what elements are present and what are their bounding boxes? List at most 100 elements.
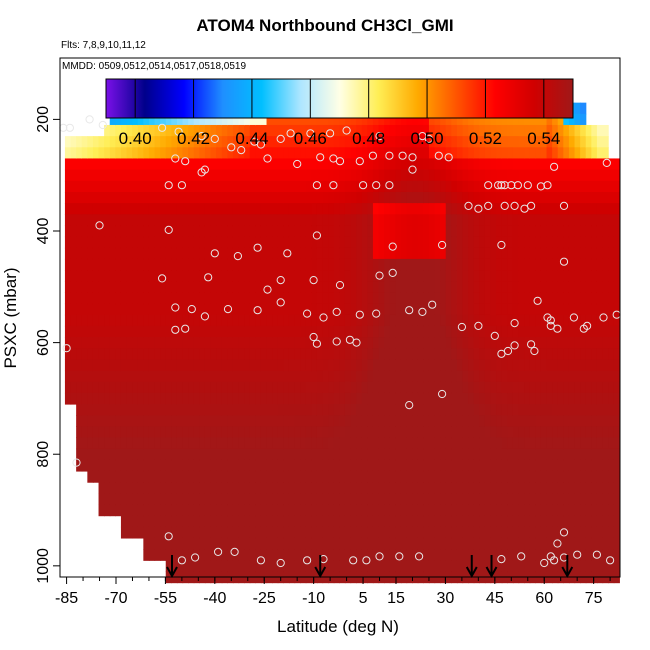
heat-cell: [412, 392, 419, 405]
heat-cell: [563, 169, 570, 182]
heat-cell: [591, 214, 598, 227]
heat-cell: [244, 247, 251, 260]
heat-cell: [238, 158, 245, 171]
heat-cell: [552, 124, 559, 137]
heat-cell: [182, 470, 189, 483]
heat-cell: [400, 158, 408, 171]
heat-cell: [193, 448, 200, 461]
observation-point: [332, 337, 341, 346]
heat-cell: [98, 203, 105, 215]
heat-cell: [98, 337, 105, 349]
heat-cell: [580, 348, 587, 360]
heat-cell: [300, 470, 307, 483]
heat-cell: [322, 325, 329, 338]
heat-cell: [557, 303, 564, 316]
heat-cell: [255, 459, 262, 472]
heat-cell: [137, 292, 144, 305]
heat-cell: [400, 392, 408, 405]
heat-cell: [148, 180, 156, 193]
heat-cell: [294, 526, 301, 539]
heat-cell: [272, 225, 279, 238]
heat-cell: [350, 370, 357, 383]
heat-cell: [608, 515, 615, 528]
heat-cell: [456, 147, 464, 160]
heat-cell: [501, 560, 508, 573]
heat-cell: [613, 247, 620, 260]
heat-cell: [518, 337, 525, 349]
heat-cell: [580, 415, 587, 427]
heat-cell: [367, 537, 374, 550]
heat-cell: [300, 203, 307, 215]
heat-cell: [76, 236, 83, 249]
heat-cell: [568, 392, 576, 405]
heat-cell: [596, 470, 604, 483]
heat-cell: [462, 247, 469, 260]
heat-cell: [126, 158, 133, 171]
heat-cell: [451, 493, 458, 506]
heat-cell: [608, 281, 615, 293]
heat-cell: [602, 247, 609, 260]
observation-point: [210, 134, 219, 143]
heat-cell: [367, 236, 374, 249]
heat-cell: [350, 437, 357, 450]
heat-cell: [154, 348, 161, 360]
heat-cell: [496, 549, 503, 561]
heat-cell: [311, 147, 318, 160]
heat-cell: [580, 482, 587, 494]
heat-cell: [109, 158, 116, 171]
heat-cell: [76, 370, 83, 383]
flight-arrow-head: [314, 566, 327, 579]
heat-cell: [255, 281, 262, 293]
heat-cell: [70, 270, 77, 282]
heat-cell: [76, 158, 83, 171]
heat-cell: [132, 180, 139, 193]
heat-cell: [339, 549, 346, 561]
heat-cell: [496, 370, 503, 383]
observation-point: [256, 140, 265, 149]
heat-cell: [316, 325, 324, 338]
heat-cell: [372, 136, 380, 148]
heat-cell: [468, 225, 475, 238]
colorbar: 0.40 0.42 0.44 0.46 0.48 0.50 0.52 0.54: [105, 78, 574, 148]
heat-cell: [277, 236, 284, 249]
heat-cell: [496, 113, 503, 126]
heat-cell: [244, 214, 251, 227]
heat-cell: [596, 526, 604, 539]
heat-cell: [87, 247, 94, 260]
heat-cell: [372, 169, 380, 182]
heat-cell: [440, 147, 447, 160]
heat-cell: [137, 247, 144, 260]
heat-cell: [490, 147, 497, 160]
heat-cell: [148, 191, 156, 204]
heat-cell: [356, 515, 363, 528]
heat-cell: [249, 281, 256, 293]
heat-cell: [473, 303, 480, 316]
heat-cell: [428, 169, 436, 182]
heat-cell: [462, 448, 469, 461]
heat-cell: [92, 470, 100, 483]
heat-cell: [484, 236, 492, 249]
heat-cell: [120, 370, 128, 383]
heat-cell: [484, 482, 492, 494]
heat-cell: [484, 392, 492, 405]
heat-cell: [204, 426, 212, 439]
heat-cell: [316, 292, 324, 305]
heat-cell: [434, 437, 441, 450]
colorbar-tick-label: 0.44: [235, 129, 268, 148]
heat-cell: [434, 113, 441, 126]
heat-cell: [283, 426, 290, 439]
heat-cell: [490, 493, 497, 506]
heat-cell: [216, 225, 223, 238]
heat-cell: [255, 493, 262, 506]
heat-cell: [120, 247, 128, 260]
heat-cell: [216, 359, 223, 372]
heat-cell: [524, 225, 531, 238]
heat-cell: [328, 459, 335, 472]
observation-point: [181, 157, 190, 166]
heat-cell: [143, 124, 150, 137]
heat-cell: [361, 113, 368, 126]
heat-cell: [445, 549, 452, 561]
heat-cell: [120, 158, 128, 171]
heat-cell: [171, 537, 178, 550]
heat-cell: [384, 225, 391, 238]
